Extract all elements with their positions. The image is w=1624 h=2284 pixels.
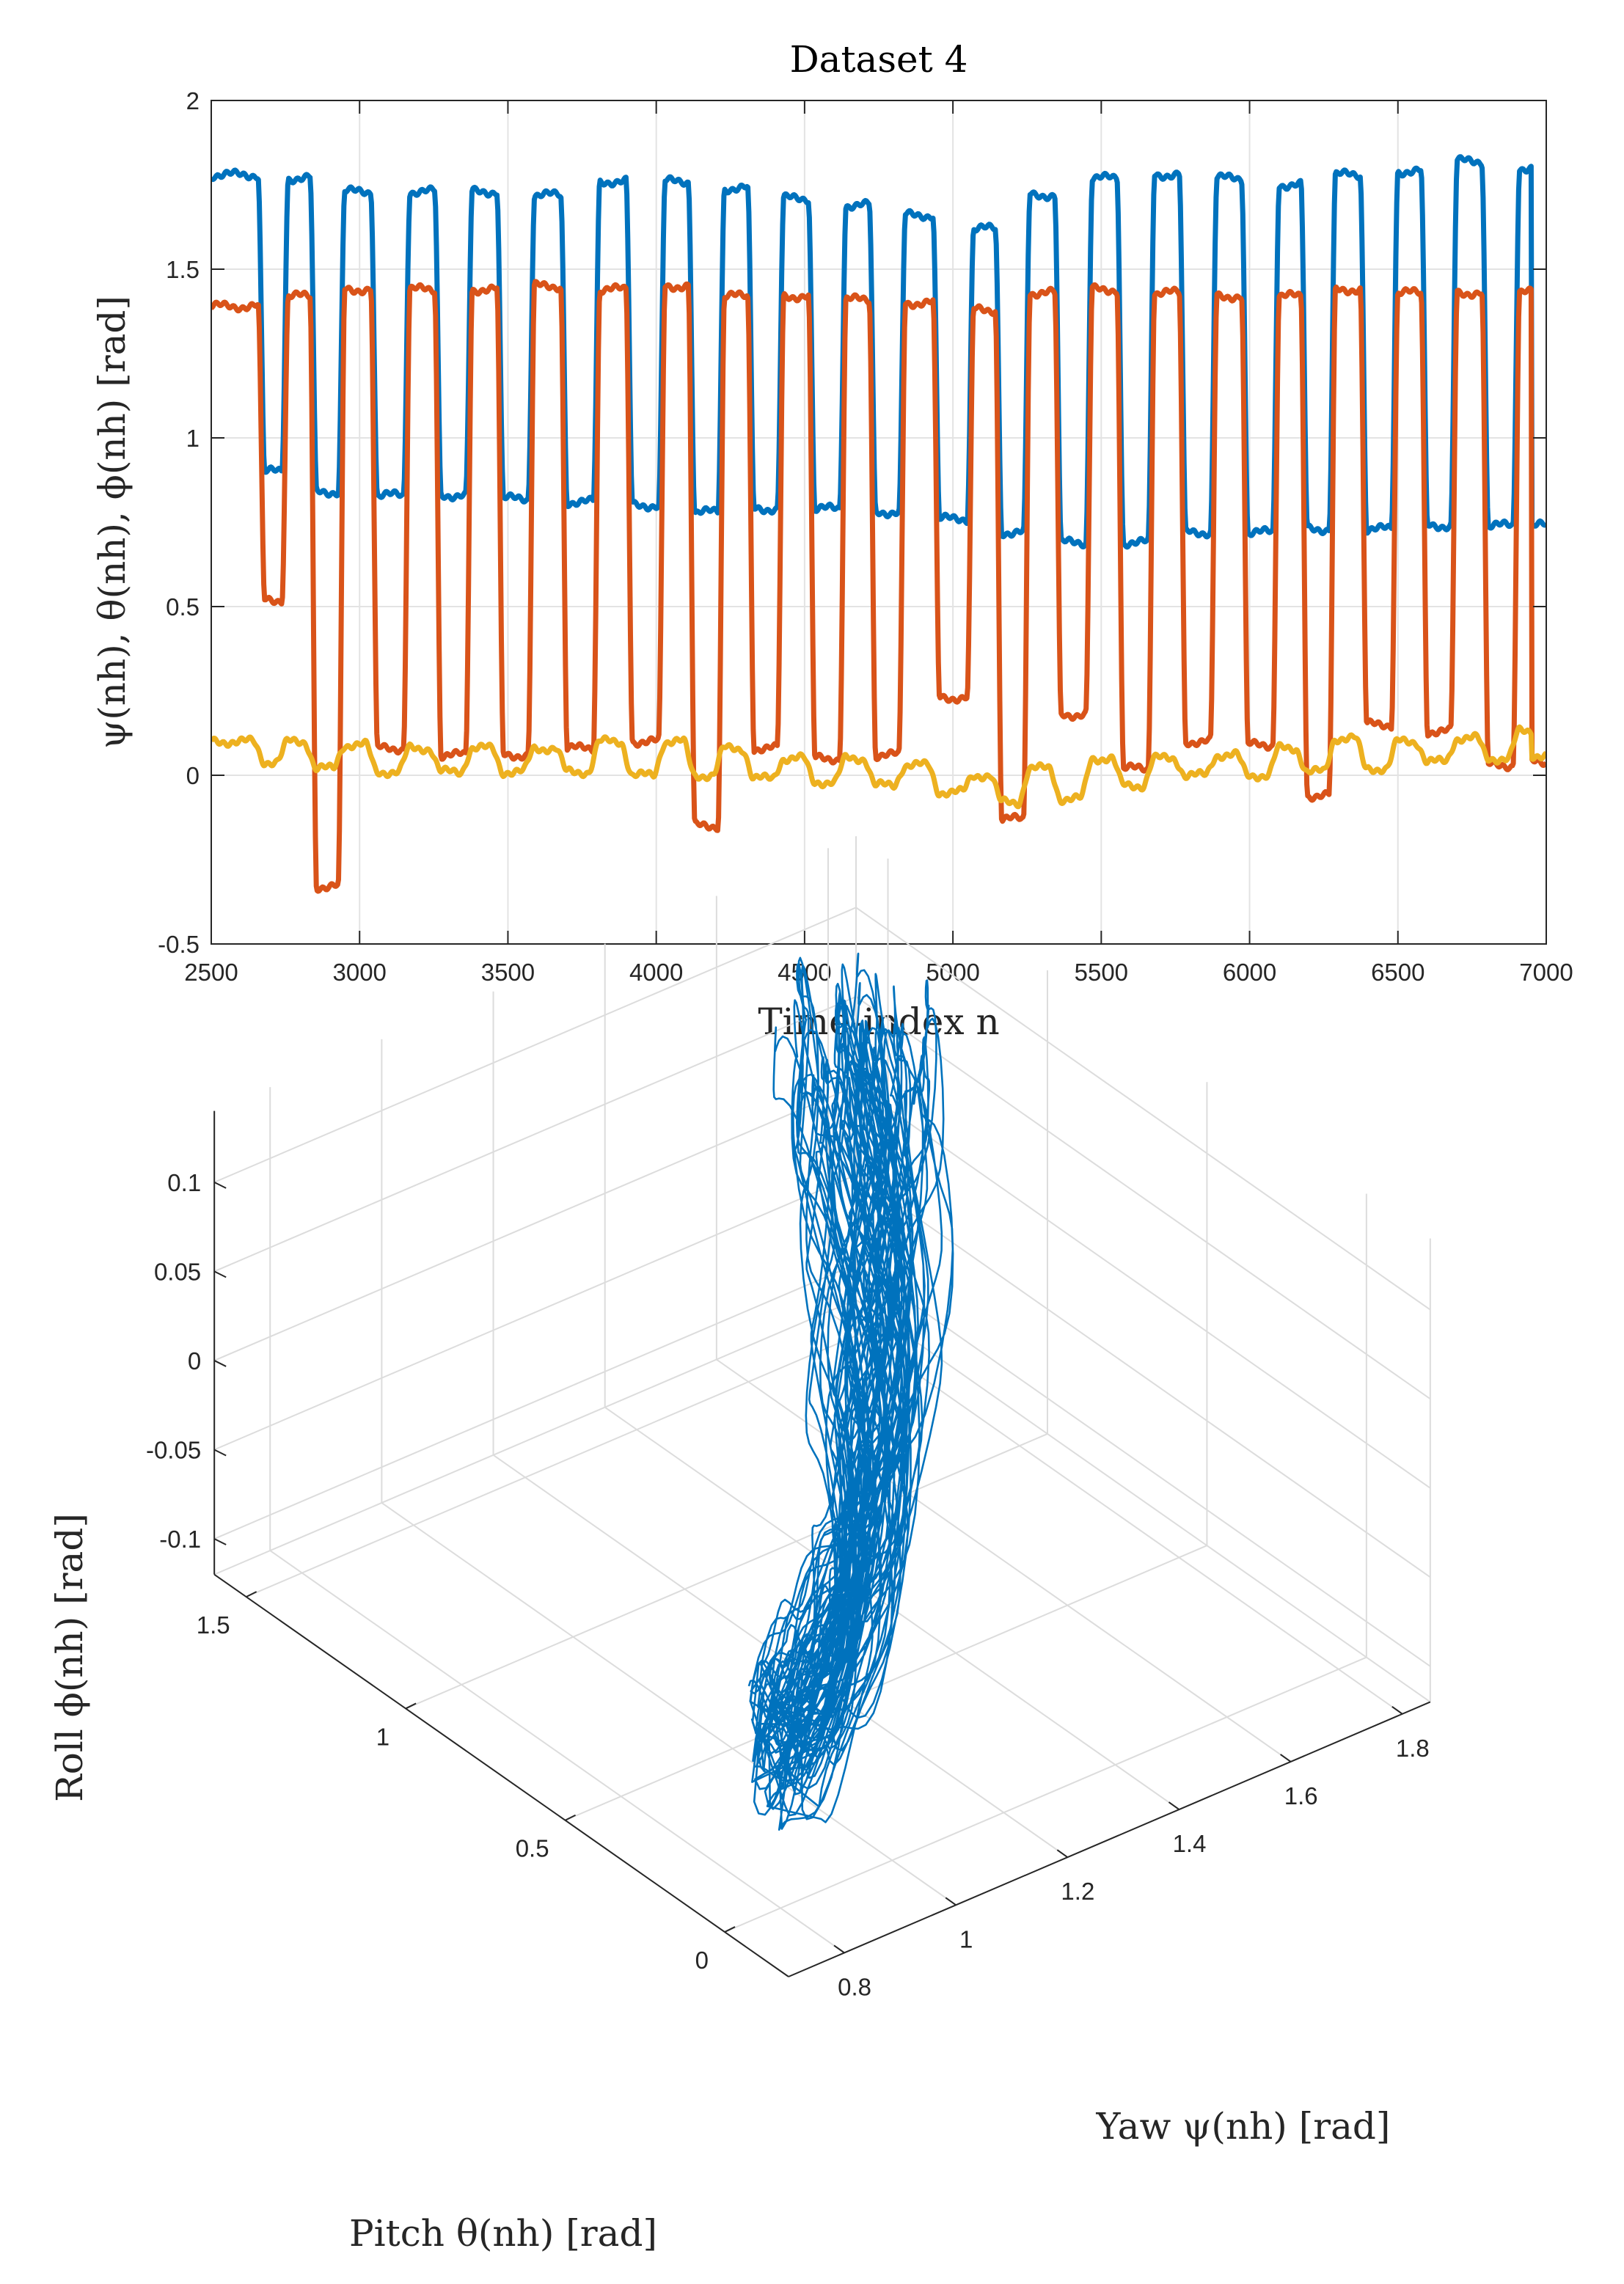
z-gridline-left bbox=[213, 1085, 857, 1361]
y-tick-label: 1 bbox=[186, 425, 200, 452]
y-axis-label: ψ(nh), θ(nh), ϕ(nh) [rad] bbox=[91, 296, 133, 749]
x-tick-label: 5500 bbox=[1075, 959, 1128, 986]
z-tick bbox=[213, 1538, 227, 1545]
z-tick-label: -0.1 bbox=[159, 1526, 201, 1553]
y-tick-label: 1.5 bbox=[197, 1611, 230, 1639]
z-tick bbox=[213, 1449, 227, 1457]
x-tick-label: 1.8 bbox=[1396, 1735, 1430, 1762]
z-tick bbox=[213, 1181, 227, 1189]
y-gridline-floor bbox=[724, 1656, 1367, 1933]
x-tick-label: 0.8 bbox=[838, 1973, 871, 2000]
z-tick-label: 0.1 bbox=[167, 1169, 201, 1196]
z-gridline-left bbox=[213, 1174, 857, 1451]
y-tick-label: 1.5 bbox=[166, 256, 200, 283]
x-tick-label: 4000 bbox=[629, 959, 683, 986]
z-tick-label: 0 bbox=[188, 1347, 201, 1375]
z-gridline-left bbox=[213, 995, 857, 1273]
y-tick-labels: -0.5 0 0.5 1 1.5 2 bbox=[158, 87, 200, 958]
attitude-trajectory bbox=[747, 952, 954, 1831]
x-tick bbox=[1280, 1754, 1292, 1763]
time-series-chart: 2500 3000 3500 4000 4500 5000 5500 6000 6500 7000… bbox=[91, 38, 1573, 1043]
y-tick-label: 0 bbox=[695, 1947, 709, 1974]
x-axis-label-3d: Yaw ψ(nh) [rad] bbox=[1096, 2105, 1391, 2148]
y-tick bbox=[724, 1926, 736, 1933]
time-series-lines bbox=[211, 154, 1546, 894]
z-tick bbox=[213, 1360, 227, 1367]
x-tick-label: 2500 bbox=[184, 959, 238, 986]
z-gridline-left bbox=[213, 1263, 857, 1540]
z-tick-label: 0.05 bbox=[154, 1258, 201, 1285]
x-tick bbox=[1391, 1705, 1403, 1715]
3d-axis-lines bbox=[213, 1110, 1431, 1977]
y-gridline-floor bbox=[405, 1432, 1048, 1710]
box-edge bbox=[855, 1299, 1431, 1703]
series-line-2 bbox=[211, 724, 1546, 810]
z-axis-label: Roll ϕ(nh) [rad] bbox=[48, 1513, 91, 1802]
z-gridline-right bbox=[855, 1085, 1431, 1489]
x-gridline-floor bbox=[716, 1358, 1292, 1763]
x-tick-label: 6000 bbox=[1223, 959, 1276, 986]
z-gridline-right bbox=[855, 907, 1431, 1311]
y-tick-label: -0.5 bbox=[158, 931, 200, 958]
x-tick-labels: 2500 3000 3500 4000 4500 5000 5500 6000 6500 7000 bbox=[184, 959, 1573, 986]
x-tick-label: 1.6 bbox=[1284, 1782, 1318, 1809]
z-tick bbox=[213, 1270, 227, 1278]
z-gridline-right bbox=[855, 996, 1431, 1400]
x-gridline-floor bbox=[269, 1550, 845, 1954]
x-tick-label: 3000 bbox=[333, 959, 387, 986]
x-tick-label: 1 bbox=[959, 1925, 973, 1952]
box-edge bbox=[213, 1299, 857, 1575]
x-tick-label: 1.2 bbox=[1061, 1878, 1094, 1905]
y-tick-label: 2 bbox=[186, 87, 200, 114]
chart-title: Dataset 4 bbox=[790, 38, 968, 81]
y-tick bbox=[246, 1591, 257, 1597]
x-gridline-floor bbox=[381, 1502, 957, 1906]
y-tick-label: 0.5 bbox=[166, 593, 200, 621]
series-line-1 bbox=[211, 279, 1546, 894]
x-axis-line bbox=[788, 1701, 1431, 1977]
z-gridline-left bbox=[213, 907, 857, 1183]
x-gridline-floor bbox=[827, 1311, 1403, 1715]
y-gridline-floor bbox=[565, 1545, 1207, 1821]
z-tick-label: -0.05 bbox=[146, 1436, 201, 1463]
z-gridline-right bbox=[855, 1263, 1431, 1667]
y-tick bbox=[405, 1702, 417, 1710]
x-tick-label: 6500 bbox=[1371, 959, 1424, 986]
y-tick-label: 0 bbox=[186, 762, 200, 789]
y-axis-label-3d: Pitch θ(nh) [rad] bbox=[349, 2212, 657, 2255]
attitude-3d-chart: 0.8 1 1.2 1.4 1.6 1.8 0 0.5 1 1.5 -0.1 -0.05 0 0.05 0.… bbox=[48, 836, 1431, 2255]
y-tick-label: 0.5 bbox=[516, 1835, 549, 1862]
x-tick bbox=[1056, 1849, 1068, 1858]
x-tick bbox=[945, 1897, 957, 1906]
y-axis-line bbox=[213, 1573, 789, 1977]
y-tick-label: 1 bbox=[376, 1723, 389, 1750]
3d-tick-labels: 0.8 1 1.2 1.4 1.6 1.8 0 0.5 1 1.5 -0.1 -0.05 0 0.05 0.… bbox=[146, 1169, 1430, 2001]
x-tick-label: 7000 bbox=[1519, 959, 1573, 986]
time-series-axes-box bbox=[211, 100, 1547, 945]
y-tick bbox=[565, 1814, 577, 1821]
x-tick-label: 3500 bbox=[481, 959, 535, 986]
x-tick bbox=[1168, 1801, 1180, 1810]
y-gridline-floor bbox=[246, 1321, 888, 1598]
x-tick bbox=[833, 1944, 845, 1954]
x-tick-label: 1.4 bbox=[1173, 1830, 1207, 1857]
time-series-tick-marks bbox=[211, 100, 1547, 945]
series-line-0 bbox=[211, 154, 1546, 550]
